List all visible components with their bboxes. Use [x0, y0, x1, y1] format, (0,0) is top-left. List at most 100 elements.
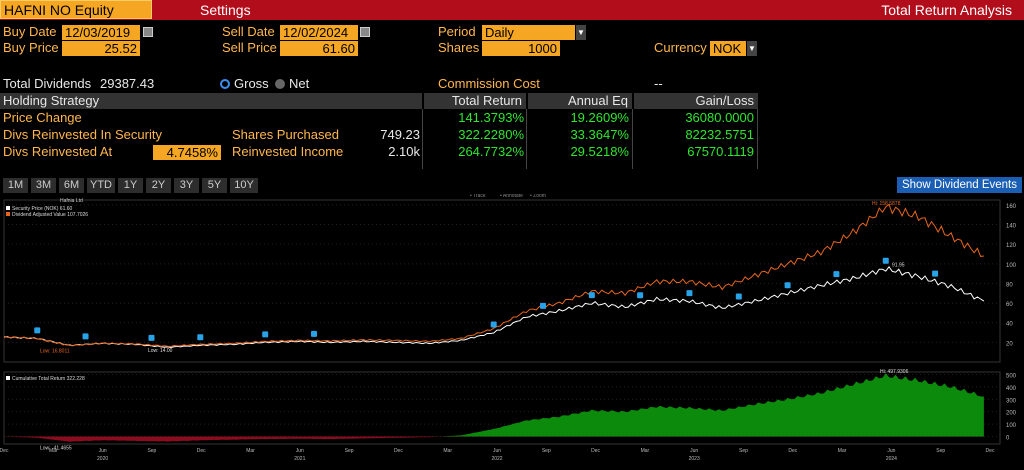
total-return-chart[interactable]: 20 40 60 80 100 120 140 160 • Track • Annotate • Z… — [0, 194, 1024, 470]
x-tick-label: Jun — [296, 448, 304, 454]
price-panel-frame — [3, 199, 1001, 363]
row-label-divs-reinvested-at: Divs Reinvested At — [3, 144, 113, 159]
buy-date-field[interactable]: 12/03/2019 — [62, 25, 140, 40]
shares-field[interactable]: 1000 — [482, 41, 560, 56]
commission-label: Commission Cost — [438, 76, 540, 91]
column-divider — [757, 109, 758, 169]
chevron-down-icon[interactable]: ▼ — [747, 41, 757, 56]
period-button-3y[interactable]: 3Y — [174, 178, 199, 193]
period-button-5y[interactable]: 5Y — [202, 178, 227, 193]
dividend-event-marker — [637, 292, 644, 299]
y-tick-label: 20 — [1006, 341, 1013, 347]
x-tick-label: Dec — [788, 448, 797, 454]
x-tick-label: Dec — [0, 448, 9, 454]
calendar-icon[interactable] — [360, 27, 370, 37]
x-tick-label: Mar — [49, 448, 58, 454]
price-change-annual-eq: 19.2609% — [570, 110, 629, 125]
dividend-event-marker — [311, 330, 318, 337]
y-tick-label: 300 — [1006, 398, 1017, 404]
x-tick-label: Sep — [147, 448, 156, 454]
x-tick-label: Sep — [739, 448, 748, 454]
x-axis: Dec Mar Jun Sep Dec Mar Jun Sep Dec Mar Jun Sep Dec M… — [0, 448, 995, 462]
y-tick-label: 400 — [1006, 386, 1017, 392]
chart-control-track: • Track — [470, 194, 486, 199]
buy-date-label: Buy Date — [3, 24, 57, 39]
settings-button[interactable]: Settings — [200, 2, 251, 18]
cumulative-return-panel: 0 100 200 300 400 500 Cumulative Total Return … — [3, 369, 1017, 452]
y-tick-label: 100 — [1006, 423, 1017, 429]
y-tick-label: 200 — [1006, 411, 1017, 417]
x-tick-label: Jun — [690, 448, 698, 454]
x-tick-label: Dec — [197, 448, 206, 454]
y-tick-label: 120 — [1006, 243, 1017, 249]
x-year-label: 2022 — [491, 456, 502, 462]
x-year-label: 2020 — [97, 456, 108, 462]
gross-label: Gross — [234, 76, 269, 91]
dividend-event-marker — [490, 321, 497, 328]
annotation-low-price: Low: 14.00 — [148, 348, 173, 354]
price-change-gain-loss: 36080.0000 — [685, 110, 754, 125]
shares-purchased-value: 749.23 — [380, 127, 420, 142]
legend-entry: Cumulative Total Return 322.228 — [12, 376, 85, 382]
reinvest-rate-field[interactable]: 4.7458% — [153, 145, 221, 160]
x-tick-label: Jun — [493, 448, 501, 454]
chart-control-annotate: • Annotate — [500, 194, 523, 199]
shares-purchased-label: Shares Purchased — [232, 127, 339, 142]
divs-security-annual-eq: 33.3647% — [570, 127, 629, 142]
net-label: Net — [289, 76, 310, 91]
period-button-6m[interactable]: 6M — [59, 178, 84, 193]
divs-security-gain-loss: 82232.5751 — [685, 127, 754, 142]
currency-select[interactable]: NOK — [710, 41, 746, 56]
chart-title: Hafnia Ltd — [60, 198, 83, 204]
y-tick-label: 80 — [1006, 282, 1013, 288]
sell-date-field[interactable]: 12/02/2024 — [280, 25, 358, 40]
security-ticker-field[interactable]: HAFNI NO Equity — [0, 0, 152, 19]
sell-price-field[interactable]: 61.60 — [280, 41, 358, 56]
column-divider — [526, 109, 527, 169]
period-button-2y[interactable]: 2Y — [146, 178, 171, 193]
net-radio[interactable] — [275, 79, 285, 89]
y-tick-label: 0 — [1006, 436, 1010, 442]
row-label-divs-reinvested-security: Divs Reinvested In Security — [3, 127, 162, 142]
legend-entry: Dividend Adjusted Value 107.7026 — [12, 212, 88, 218]
reinvested-income-label: Reinvested Income — [232, 144, 344, 159]
calendar-icon[interactable] — [143, 27, 153, 37]
shares-label: Shares — [438, 40, 480, 55]
gross-radio[interactable] — [220, 79, 230, 89]
title-bar — [0, 0, 1024, 20]
table-header-total-return: Total Return — [424, 93, 526, 109]
dividend-event-marker — [833, 271, 840, 278]
return-area-negative — [4, 436, 984, 442]
y-tick-label: 500 — [1006, 373, 1017, 379]
chevron-down-icon[interactable]: ▼ — [576, 25, 586, 40]
dividend-event-marker — [148, 334, 155, 341]
dividend-event-marker — [197, 334, 204, 341]
buy-price-field[interactable]: 25.52 — [62, 41, 140, 56]
sell-price-label: Sell Price — [222, 40, 277, 55]
show-dividend-events-button[interactable]: Show Dividend Events — [896, 177, 1022, 193]
x-year-label: 2021 — [294, 456, 305, 462]
y-tick-label: 160 — [1006, 204, 1017, 210]
table-header-annual-eq: Annual Eq — [528, 93, 632, 109]
dividend-event-marker — [588, 292, 595, 299]
x-tick-label: Jun — [99, 448, 107, 454]
period-label: Period — [438, 24, 476, 39]
x-year-label: 2024 — [886, 456, 897, 462]
x-tick-label: Dec — [591, 448, 600, 454]
y-tick-label: 40 — [1006, 322, 1013, 328]
period-button-ytd[interactable]: YTD — [87, 178, 115, 193]
period-select[interactable]: Daily — [482, 25, 575, 40]
return-area-positive — [4, 373, 984, 437]
y-tick-label: 60 — [1006, 302, 1013, 308]
period-button-3m[interactable]: 3M — [31, 178, 56, 193]
period-button-1y[interactable]: 1Y — [118, 178, 143, 193]
x-tick-label: Dec — [394, 448, 403, 454]
dividend-event-marker — [932, 270, 939, 277]
x-tick-label: Mar — [838, 448, 847, 454]
period-button-1m[interactable]: 1M — [3, 178, 28, 193]
x-tick-label: Dec — [986, 448, 995, 454]
annotation-high-return: Hi: 497.9306 — [880, 369, 909, 375]
series-line-security-price — [3, 265, 985, 349]
row-label-price-change: Price Change — [3, 110, 82, 125]
period-button-10y[interactable]: 10Y — [230, 178, 258, 193]
